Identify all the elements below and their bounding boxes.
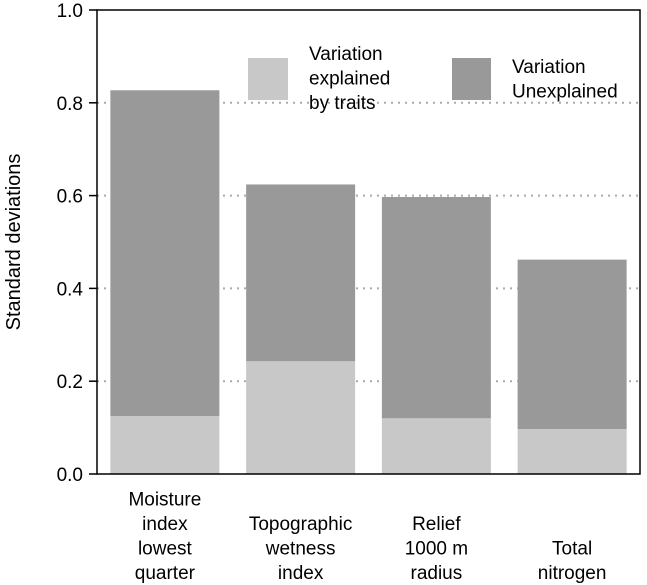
bar-explained <box>246 361 356 474</box>
category-label: 1000 m <box>405 539 468 560</box>
category-label: wetness <box>265 539 336 560</box>
bar-explained <box>381 418 491 474</box>
y-axis-title: Standard deviations <box>3 154 25 331</box>
bars <box>110 90 627 474</box>
bar-unexplained <box>517 259 627 429</box>
category-label: radius <box>411 563 463 584</box>
category-label: index <box>142 514 188 535</box>
bar-explained <box>517 428 627 474</box>
labels: 0.0 0.2 0.4 0.6 0.8 1.0 Moisture index lowest qua… <box>3 1 606 584</box>
legend-label: Variation <box>512 57 586 78</box>
category-label: nitrogen <box>538 563 607 584</box>
bar-unexplained <box>381 196 491 419</box>
y-tick-label: 0.6 <box>57 187 83 208</box>
legend-label: Unexplained <box>512 82 618 103</box>
y-tick-label: 0.2 <box>57 372 83 393</box>
bar-unexplained <box>246 184 356 362</box>
category-label: lowest <box>138 539 193 560</box>
bar-unexplained <box>110 90 220 416</box>
legend-label: by traits <box>309 93 376 114</box>
bar-explained <box>110 416 220 474</box>
plot-frame <box>96 9 641 475</box>
category-label: Total <box>552 539 592 560</box>
axes <box>89 9 641 475</box>
category-label: Relief <box>412 514 461 535</box>
legend-swatch <box>248 58 288 100</box>
category-label: quarter <box>135 563 196 584</box>
y-tick-label: 0.0 <box>57 465 83 486</box>
y-tick-label: 0.4 <box>57 279 84 300</box>
category-label: Topographic <box>249 514 353 535</box>
category-label: index <box>278 563 324 584</box>
legend-swatch <box>452 58 491 100</box>
legend: Variation explained by traits Variation Unex… <box>248 44 618 114</box>
legend-label: explained <box>309 69 390 90</box>
legend-label: Variation <box>309 44 383 65</box>
y-tick-label: 1.0 <box>57 1 83 22</box>
category-label: Moisture <box>128 490 201 511</box>
y-tick-label: 0.8 <box>57 94 83 115</box>
